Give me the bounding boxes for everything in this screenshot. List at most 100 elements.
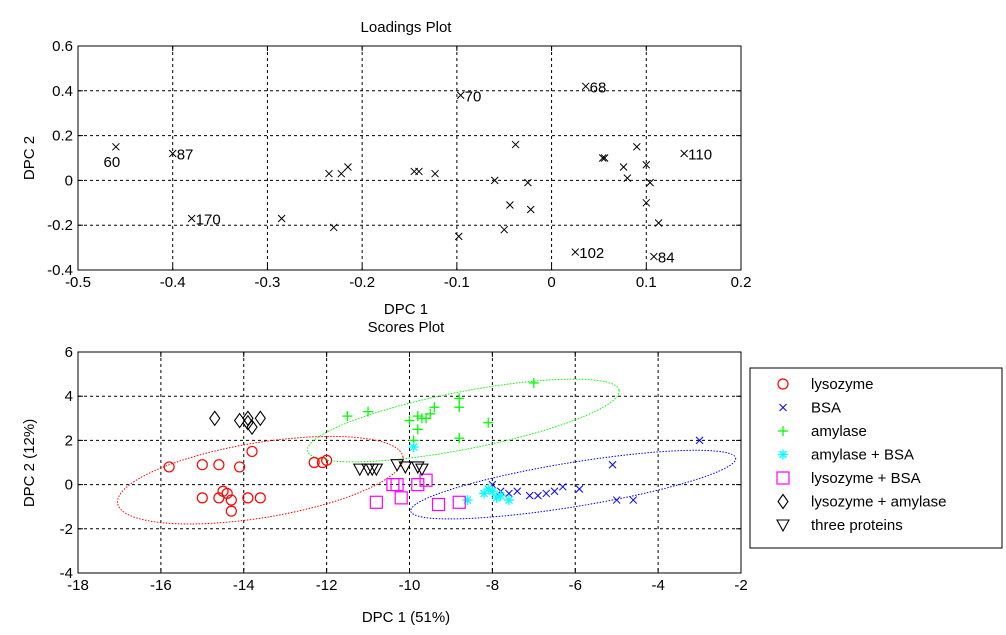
score-point	[308, 456, 320, 469]
loading-point-label: 84	[658, 250, 675, 267]
loading-point	[511, 140, 520, 149]
score-point	[369, 495, 383, 509]
scores-title: Scores Plot	[368, 319, 446, 336]
score-point	[404, 415, 415, 426]
score-point	[431, 497, 446, 512]
score-point	[528, 377, 539, 388]
legend-marker	[778, 426, 788, 436]
legend-label: three proteins	[811, 517, 903, 534]
scores-xtick-label: -2	[734, 577, 747, 594]
score-point	[390, 478, 404, 492]
legend-label: lysozyme + BSA	[811, 470, 921, 487]
score-point	[491, 492, 502, 503]
score-point	[408, 442, 419, 453]
loadings-ytick-label: 0.6	[52, 38, 73, 55]
loading-point	[654, 219, 663, 227]
scores-ytick-label: 2	[65, 432, 73, 449]
legend-marker	[777, 493, 789, 510]
scores-ytick-label: 6	[65, 344, 73, 361]
scores-data-layer	[117, 377, 737, 525]
loadings-ytick-label: 0.4	[52, 83, 73, 100]
loadings-plot: -0.5 -0.4 -0.3 -0.2 -0.1 0 0.1 0.2-0.4-0.200.20…	[47, 38, 751, 291]
loading-point	[646, 178, 654, 187]
scores-ylabel: DPC 2 (12%)	[21, 419, 38, 507]
legend-label: amylase	[811, 423, 867, 440]
loadings-ytick-label: -0.4	[47, 262, 73, 279]
loading-point-label: 87	[177, 147, 194, 164]
loading-point	[524, 178, 532, 187]
score-point	[525, 491, 534, 500]
score-point	[575, 485, 584, 493]
score-point	[542, 489, 551, 498]
loadings-plot-area	[78, 46, 741, 270]
score-point	[415, 463, 429, 477]
score-point	[558, 482, 567, 491]
scores-legend: lysozyme BSA amylase amylase + BSA lysozyme …	[749, 367, 1003, 549]
loading-point	[571, 248, 580, 256]
score-point	[342, 411, 353, 422]
loadings-xtick-label: 0	[547, 274, 555, 291]
scores-xtick-label: -6	[569, 577, 582, 594]
score-point	[246, 445, 258, 458]
score-point	[454, 393, 465, 404]
score-point	[695, 436, 704, 445]
loading-point	[344, 163, 352, 171]
loadings-title: Loadings Plot	[361, 19, 453, 36]
loading-point	[506, 201, 514, 209]
legend-label: BSA	[811, 400, 841, 417]
score-point	[352, 463, 367, 477]
score-point	[483, 417, 494, 428]
loading-point	[337, 169, 346, 178]
score-point	[163, 461, 175, 473]
score-point	[550, 487, 559, 496]
score-point	[242, 492, 254, 504]
legend-label: lysozyme + amylase	[811, 494, 946, 511]
loadings-xtick-label: 0.2	[731, 274, 752, 291]
loadings-xtick-label: -0.1	[444, 274, 470, 291]
score-point	[363, 406, 374, 417]
loading-point	[112, 142, 120, 151]
loading-point	[619, 163, 628, 171]
loading-point	[415, 167, 423, 176]
score-point	[483, 484, 494, 495]
score-point	[209, 410, 221, 427]
loading-point-label: 68	[590, 79, 607, 96]
loadings-xtick-label: -0.4	[160, 274, 186, 291]
confidence-ellipse	[117, 435, 404, 525]
loading-point	[277, 214, 286, 223]
score-point	[487, 486, 498, 497]
loading-point	[642, 198, 651, 207]
scores-xtick-label: -14	[233, 577, 255, 594]
scores-plot: -18 -16 -14 -12 -10 -8 -6 -4 -2 -4 -2 0 2 4 6	[60, 344, 748, 594]
scores-xtick-label: -16	[150, 577, 172, 594]
loadings-xtick-label: -0.2	[349, 274, 375, 291]
score-point	[429, 402, 440, 413]
loadings-frame	[77, 45, 742, 271]
score-point	[505, 489, 513, 498]
score-point	[419, 473, 433, 487]
loading-point	[650, 252, 658, 261]
loading-point-label: 102	[579, 245, 604, 262]
loadings-ylabel: DPC 2	[21, 136, 38, 180]
loadings-xtick-label: 0.1	[636, 274, 657, 291]
score-point	[254, 410, 267, 427]
scores-ytick-label: 0	[65, 477, 73, 494]
scores-xtick-label: -10	[399, 577, 421, 594]
loading-point	[526, 205, 535, 214]
legend-marker	[777, 378, 789, 390]
scores-xlabel: DPC 1 (51%)	[362, 609, 450, 626]
score-point	[196, 492, 208, 504]
legend-box	[749, 367, 1003, 549]
scores-xtick-label: -4	[651, 577, 664, 594]
score-point	[369, 463, 384, 477]
score-point	[503, 495, 514, 506]
loading-point	[168, 149, 177, 158]
scores-ytick-label: -4	[60, 565, 73, 582]
legend-marker	[776, 519, 790, 533]
score-point	[454, 402, 465, 413]
legend-marker	[778, 449, 788, 460]
loadings-ytick-label: -0.2	[47, 217, 73, 234]
score-point	[225, 494, 237, 506]
loading-point	[490, 176, 499, 185]
